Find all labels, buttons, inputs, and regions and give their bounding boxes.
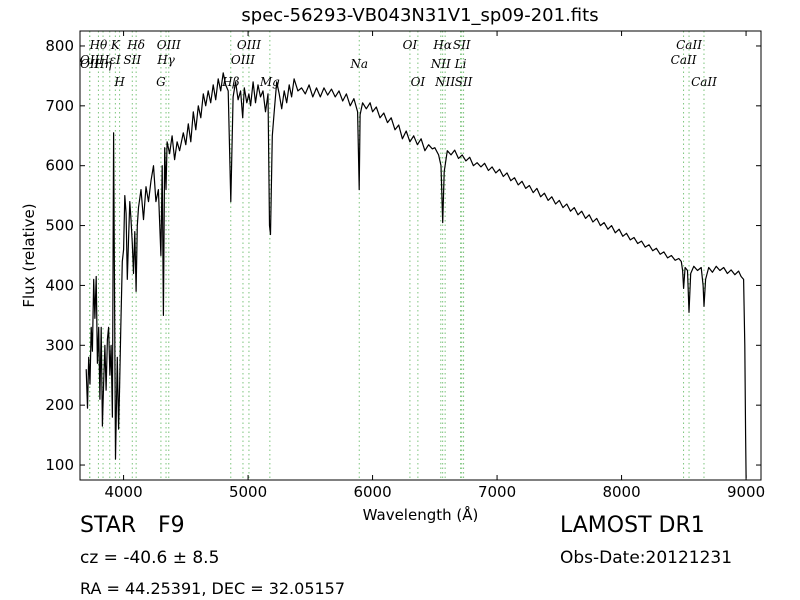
line-label-12: Hβ — [221, 75, 239, 89]
line-label-1: OII — [80, 57, 100, 71]
x-tick-label-0: 4000 — [104, 483, 142, 501]
line-label-19: NII — [430, 57, 451, 71]
line-label-15: Mg — [259, 75, 280, 89]
line-label-2: Hθ — [89, 38, 108, 52]
redshift-text: cz = -40.6 ± 8.5 — [80, 548, 220, 568]
observation-date: Obs-Date:20121231 — [560, 548, 733, 568]
line-label-27: CaII — [691, 75, 717, 89]
line-label-0: OII — [80, 53, 100, 67]
x-axis-label: Wavelength (Å) — [363, 505, 479, 524]
line-label-24: SII — [455, 75, 473, 89]
x-tick-label-4: 8000 — [602, 483, 640, 501]
line-label-5: K — [110, 38, 121, 52]
line-label-23: SII — [453, 38, 471, 52]
x-tick-label-1: 5000 — [229, 483, 267, 501]
line-label-4: HεI — [98, 53, 121, 67]
x-tick-label-2: 6000 — [353, 483, 391, 501]
line-label-21: NII — [434, 75, 455, 89]
spectrum-line — [85, 72, 747, 479]
line-label-18: OI — [411, 75, 426, 89]
y-tick-label-5: 600 — [45, 157, 74, 175]
x-tick-label-5: 9000 — [727, 483, 765, 501]
y-tick-label-6: 700 — [45, 97, 74, 115]
x-tick-label-3: 7000 — [478, 483, 516, 501]
chart-title: spec-56293-VB043N31V1_sp09-201.fits — [241, 5, 599, 26]
object-class: STAR — [80, 513, 137, 538]
line-label-13: OIII — [231, 53, 255, 67]
line-label-6: H — [113, 75, 125, 89]
coordinates-text: RA = 44.25391, DEC = 32.05157 — [80, 579, 346, 598]
line-label-3: Hη — [93, 57, 112, 71]
line-label-14: OIII — [237, 38, 261, 52]
line-label-25: CaII — [671, 53, 697, 67]
line-label-17: OI — [403, 38, 418, 52]
y-axis-label: Flux (relative) — [20, 203, 38, 307]
line-label-7: SII — [123, 53, 141, 67]
line-label-16: Na — [349, 57, 368, 71]
survey-name: LAMOST DR1 — [560, 513, 705, 538]
line-label-11: OIII — [157, 38, 181, 52]
y-tick-label-4: 500 — [45, 217, 74, 235]
line-label-8: Hδ — [126, 38, 145, 52]
y-tick-label-7: 800 — [45, 37, 74, 55]
y-tick-label-3: 400 — [45, 276, 74, 294]
plot-frame — [79, 30, 762, 481]
y-tick-label-1: 200 — [45, 396, 74, 414]
line-label-20: Hα — [432, 38, 452, 52]
line-label-10: Hγ — [156, 53, 175, 67]
object-subclass: F9 — [158, 513, 185, 538]
y-tick-label-0: 100 — [45, 456, 74, 474]
y-tick-label-2: 300 — [45, 336, 74, 354]
line-label-22: Li — [454, 57, 467, 71]
line-label-9: G — [156, 75, 166, 89]
line-label-26: CaII — [676, 38, 702, 52]
